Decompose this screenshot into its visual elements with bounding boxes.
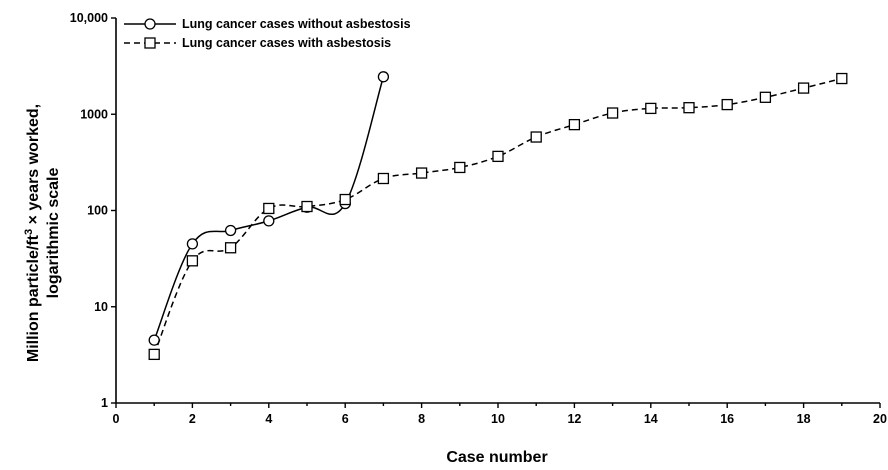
y-axis-title: Million particle/ft3 × years worked, log… [23,104,62,362]
data-point-square [797,82,810,94]
data-point-square [645,102,657,115]
series-layer [148,71,848,361]
x-tick-label: 20 [873,412,887,426]
legend: Lung cancer cases without asbestosis Lung… [124,17,411,50]
y-axis-title-line1: Million particle/ft3 × years worked, [23,104,42,362]
x-tick-label: 6 [342,412,349,426]
y-ticks: 1 10 100 1000 10,000 [70,11,116,410]
data-point-square [568,118,581,131]
data-point-square [339,193,351,206]
x-tick-label: 2 [189,412,196,426]
legend-label-2: Lung cancer cases with asbestosis [182,36,391,50]
x-tick-label: 12 [567,412,581,426]
data-point-square [836,72,848,85]
data-point-circle [224,224,237,237]
data-point-square [224,242,237,254]
data-point-square [377,172,390,185]
data-point-square [683,102,695,114]
y-axis-title-line2: logarithmic scale [45,168,62,299]
data-point-square [415,167,428,179]
data-point-square [263,202,275,215]
x-tick-label: 4 [265,412,272,426]
x-tick-label: 14 [644,412,658,426]
y-tick-label: 100 [87,204,108,218]
y-tick-label: 1000 [80,107,108,121]
data-point-square [492,150,504,163]
data-point-square [454,161,466,174]
x-tick-label: 16 [720,412,734,426]
x-ticks: 0 2 4 6 8 10 12 14 16 18 20 [113,403,887,426]
legend-marker-circle [144,18,156,30]
data-point-square [530,131,542,143]
x-tick-label: 10 [491,412,505,426]
data-point-square [606,107,619,119]
data-point-square [301,200,313,213]
x-axis-title: Case number [446,449,547,466]
data-point-square [721,98,733,111]
series-line-2 [153,77,842,355]
data-point-square [148,348,160,361]
y-tick-label: 1 [101,396,108,410]
data-point-square [186,255,199,267]
y-tick-label: 10,000 [70,11,108,25]
x-tick-label: 0 [113,412,120,426]
legend-marker-square [144,37,156,49]
axes [115,18,880,404]
data-point-circle [186,238,199,250]
y-tick-label: 10 [94,300,108,314]
data-point-circle [263,215,275,227]
legend-label-1: Lung cancer cases without asbestosis [182,17,411,31]
x-tick-label: 8 [418,412,425,426]
data-point-circle [377,71,390,83]
x-tick-label: 18 [797,412,811,426]
data-point-square [759,91,772,103]
